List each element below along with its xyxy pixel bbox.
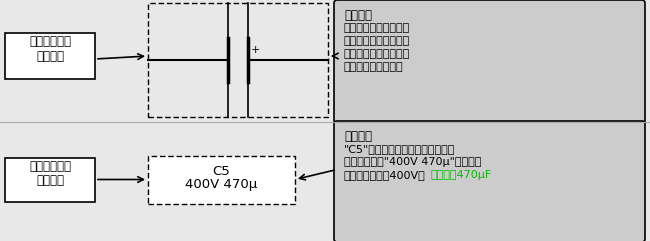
Text: 名称和序号，"400V 470µ"表示该电: 名称和序号，"400V 470µ"表示该电 [344,157,482,167]
Text: 【说明】: 【说明】 [344,9,372,22]
Text: C5: C5 [213,165,230,178]
FancyBboxPatch shape [334,0,645,124]
FancyBboxPatch shape [148,155,295,203]
FancyBboxPatch shape [334,121,645,241]
Text: 400V 470µ: 400V 470µ [185,178,257,191]
Text: 符号为有极性电容器在: 符号为有极性电容器在 [344,49,410,59]
Text: 通过图形符号可以简单: 通过图形符号可以简单 [344,23,410,33]
Text: 识别电容器的类型（该: 识别电容器的类型（该 [344,36,410,46]
Text: 【说明】: 【说明】 [344,130,372,143]
Text: "C5"表示电容器在电子电路图中的: "C5"表示电容器在电子电路图中的 [344,144,456,154]
Text: 容器的耐压值为400V，: 容器的耐压值为400V， [344,170,426,180]
Text: 电容量为470µF: 电容量为470µF [430,170,491,180]
FancyBboxPatch shape [5,33,95,79]
Text: 电路中的图形符号）: 电路中的图形符号） [344,62,404,72]
Text: +: + [251,45,261,55]
Text: 电路标识一：
图形符号: 电路标识一： 图形符号 [29,35,71,63]
FancyBboxPatch shape [5,158,95,201]
Text: 电路标识二：
文字标识: 电路标识二： 文字标识 [29,160,71,187]
